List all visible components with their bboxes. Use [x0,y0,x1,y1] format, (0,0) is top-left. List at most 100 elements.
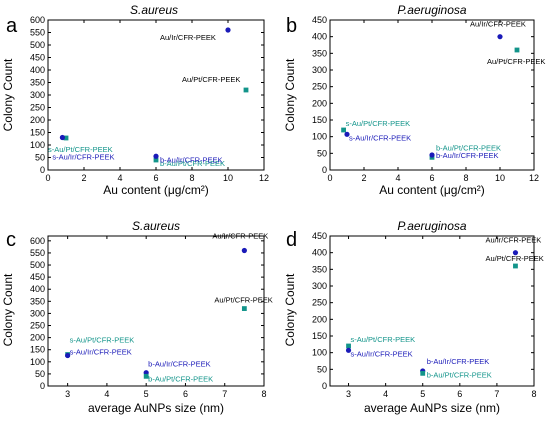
x-tick-label: 8 [261,389,266,399]
x-tick-label: 6 [457,389,462,399]
plot-frame [329,235,535,387]
x-tick-label: 6 [153,173,158,183]
x-tick-label: 7 [494,389,499,399]
y-tick-label: 350 [30,296,45,306]
y-tick-label: 300 [312,65,327,75]
y-tick-label: 150 [312,115,327,125]
chart-title: P.aeruginosa [397,3,466,17]
y-tick-label: 350 [30,78,45,88]
y-tick-label: 200 [30,333,45,343]
y-axis-label: Colony Count [283,58,297,131]
x-tick-label: 5 [144,389,149,399]
plot-frame [329,19,535,171]
y-tick-label: 500 [30,260,45,270]
y-tick-label: 150 [30,128,45,138]
point-label: s-Au/Ir/CFR-PEEK [351,349,413,358]
x-tick-label: 0 [45,173,50,183]
data-point [241,306,247,311]
point-label: Au/Ir/CFR-PEEK [470,20,526,29]
data-point [344,131,350,137]
data-point [143,373,149,379]
data-point [65,352,71,359]
chart-panel-b: b P.aeruginosa 0 2 4 6 8 10 12 0 50 100 150 200 250 300… [283,3,545,197]
x-tick-label: 10 [223,173,233,183]
y-tick-label: 550 [30,28,45,38]
chart-title: S.aureus [130,3,178,17]
panel-letter: a [6,15,18,37]
y-tick-label: 400 [312,248,327,258]
y-tick-label: 200 [312,314,327,324]
y-tick-label: 300 [312,281,327,291]
y-tick-label: 100 [312,132,327,142]
point-label: s-Au/Ir/CFR-PEEK [52,153,114,162]
y-axis-label: Colony Count [1,58,15,131]
point-label: b-Au/Pt/CFR-PEEK [427,370,492,379]
y-tick-label: 150 [312,331,327,341]
y-tick-label: 50 [317,148,327,158]
data-point [241,247,247,254]
data-point [225,27,231,33]
point-label: b-Au/Ir/CFR-PEEK [427,357,490,366]
x-tick-label: 4 [395,173,400,183]
y-tick-label: 50 [35,153,45,163]
point-label: Au/Pt/CFR-PEEK [485,254,543,263]
y-tick-label: 100 [30,140,45,150]
panel-letter: c [6,229,16,251]
x-tick-label: 3 [346,389,351,399]
point-label: b-Au/Ir/CFR-PEEK [160,155,223,164]
point-label: b-Au/Pt/CFR-PEEK [160,159,225,168]
x-tick-label: 8 [463,173,468,183]
data-point [243,87,249,93]
y-tick-label: 300 [30,308,45,318]
point-label: s-Au/Pt/CFR-PEEK [346,119,411,128]
x-tick-label: 7 [222,389,227,399]
y-tick-label: 400 [30,65,45,75]
y-tick-label: 0 [322,381,327,391]
x-tick-label: 12 [529,173,539,183]
point-label: Au/Ir/CFR-PEEK [212,232,268,241]
y-axis-label: Colony Count [1,273,15,346]
data-point [429,152,435,158]
y-tick-label: 550 [30,248,45,258]
y-tick-label: 500 [30,40,45,50]
x-tick-label: 2 [361,173,366,183]
point-label: b-Au/Pt/CFR-PEEK [148,374,213,383]
y-tick-label: 100 [30,357,45,367]
y-tick-label: 200 [30,115,45,125]
point-label: Au/Pt/CFR-PEEK [487,57,545,66]
panel-letter: d [286,229,297,251]
x-axis-label: Au content (μg/cm²) [103,183,209,197]
y-tick-label: 50 [35,369,45,379]
data-point [420,370,426,376]
x-tick-label: 5 [420,389,425,399]
x-tick-label: 0 [327,173,332,183]
data-point [346,343,351,349]
y-tick-label: 600 [30,236,45,246]
y-tick-label: 250 [30,321,45,331]
y-tick-label: 400 [30,284,45,294]
data-point [63,135,69,141]
y-tick-label: 50 [317,364,327,374]
chart-title: S.aureus [132,219,180,233]
x-tick-label: 6 [183,389,188,399]
x-tick-label: 3 [65,389,70,399]
point-label: s-Au/Ir/CFR-PEEK [349,133,411,142]
y-tick-label: 300 [30,90,45,100]
data-point [497,34,503,40]
plot-frame [47,235,265,387]
data-point [512,250,519,256]
y-tick-label: 150 [30,345,45,355]
x-axis-label: Au content (μg/cm²) [379,183,485,197]
y-axis-label: Colony Count [283,273,297,346]
x-tick-label: 4 [104,389,109,399]
point-label: s-Au/Pt/CFR-PEEK [351,335,416,344]
point-label: Au/Pt/CFR-PEEK [182,75,240,84]
point-label: b-Au/Ir/CFR-PEEK [436,151,499,160]
y-tick-label: 250 [30,103,45,113]
point-label: Au/Ir/CFR-PEEK [160,33,216,42]
point-label: Au/Pt/CFR-PEEK [214,296,272,305]
point-label: Au/Ir/CFR-PEEK [485,236,541,245]
chart-panel-c: c S.aureus 3 4 5 6 7 8 0 50 100 150 200 250 300 350 400 4… [1,219,273,415]
y-tick-label: 0 [322,165,327,175]
